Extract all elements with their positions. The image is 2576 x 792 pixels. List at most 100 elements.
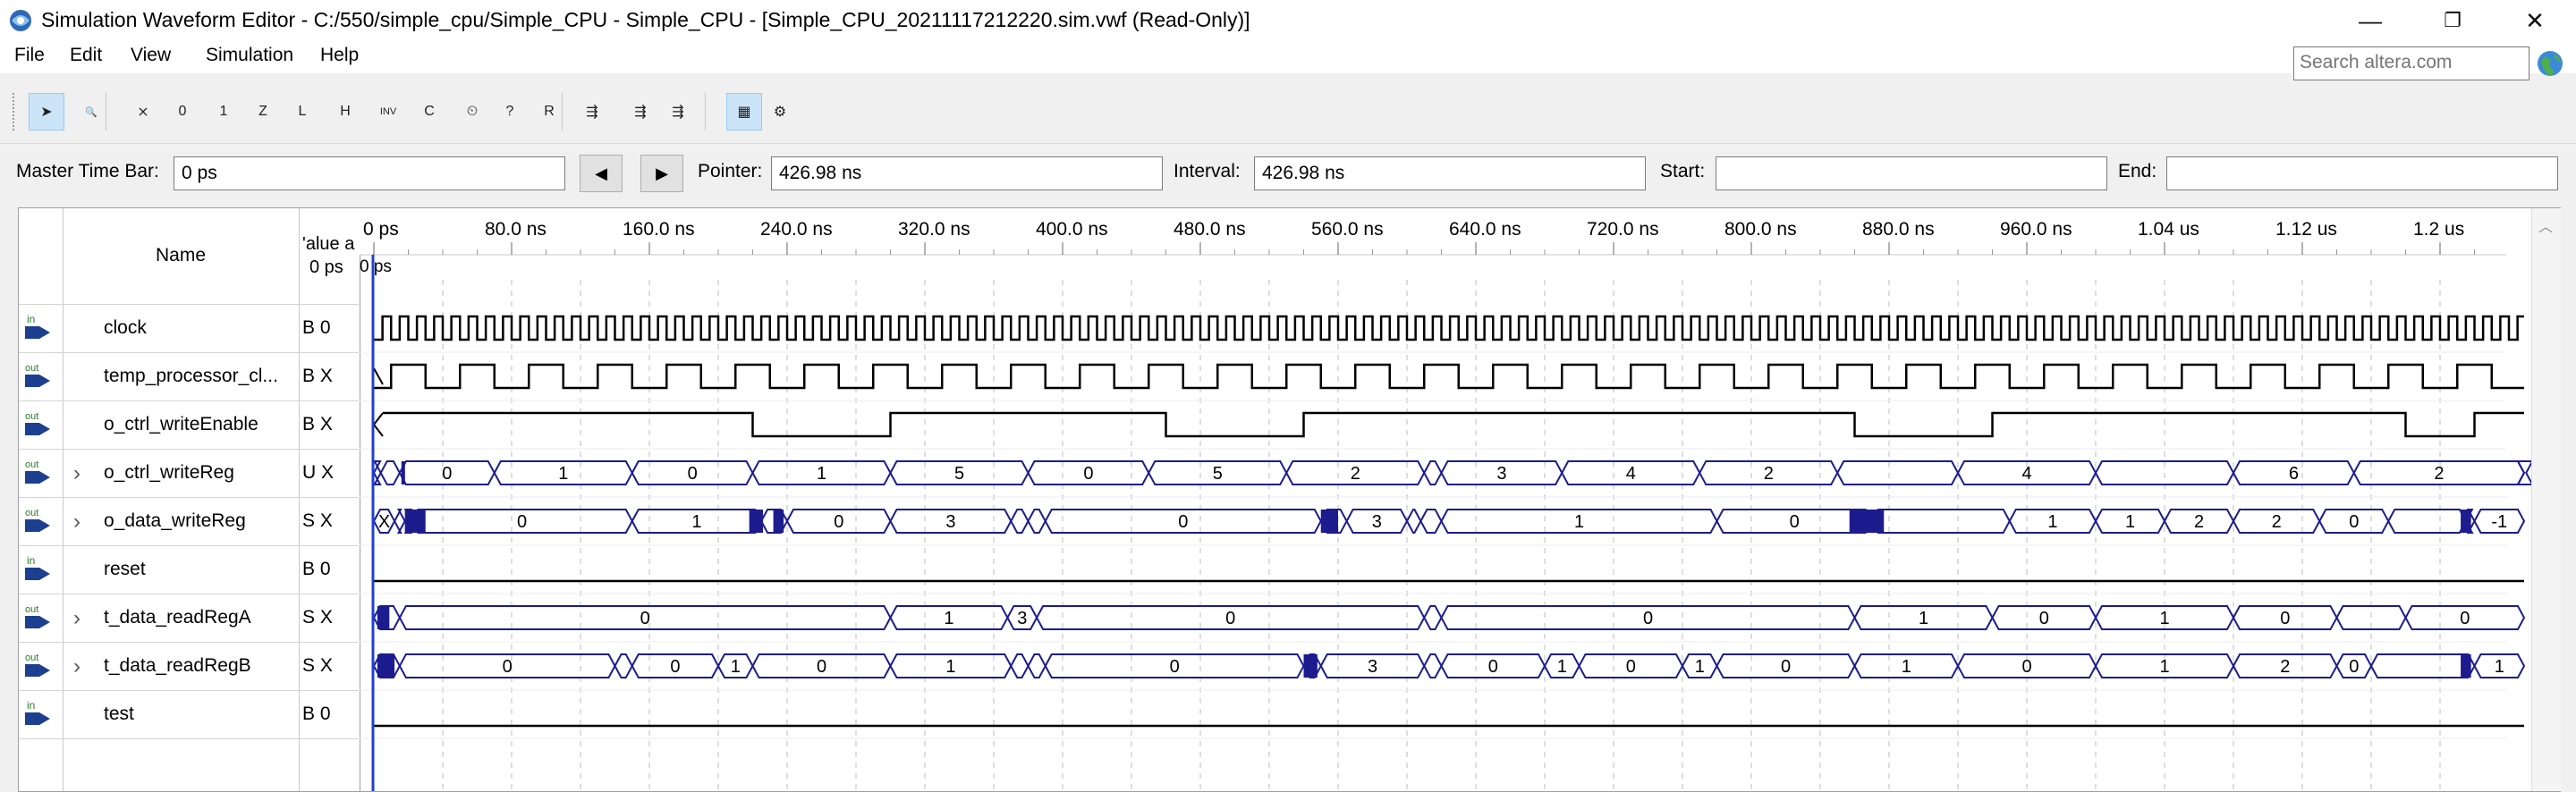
bus-value-label: 3 — [1372, 512, 1382, 532]
time-tick-label: 1.04 us — [2138, 219, 2199, 240]
weak-high-icon[interactable]: H — [340, 104, 351, 119]
output-pin-icon: out — [23, 650, 55, 682]
expand-chevron-icon[interactable]: › — [73, 606, 80, 630]
generate-netlist-icon[interactable]: ⇶ — [672, 105, 684, 120]
expand-chevron-icon[interactable]: › — [73, 461, 80, 485]
maximize-button[interactable]: ❐ — [2444, 9, 2462, 31]
high-impedance-icon[interactable]: Z — [258, 104, 267, 119]
menu-simulation[interactable]: Simulation — [206, 45, 294, 65]
bus-value-label: 0 — [2460, 609, 2470, 628]
end-label: End: — [2118, 161, 2157, 181]
row-divider — [19, 400, 359, 401]
vertical-scrollbar[interactable] — [2531, 208, 2561, 791]
end-field[interactable] — [2166, 156, 2558, 190]
close-button[interactable]: ✕ — [2525, 6, 2545, 34]
bus-value-label: -1 — [2491, 512, 2507, 532]
count-value-icon[interactable]: C — [424, 104, 435, 119]
random-values-icon[interactable]: ? — [505, 104, 514, 119]
expand-chevron-icon[interactable]: › — [73, 510, 80, 534]
bus-glitch-block — [2461, 510, 2471, 533]
uninitialized-icon[interactable]: ⨯ — [137, 105, 149, 120]
scroll-up-icon[interactable]: ︿ — [2538, 220, 2554, 235]
signal-name[interactable]: o_ctrl_writeReg — [104, 462, 234, 483]
bus-segment — [614, 653, 633, 678]
bus-value-label: 0 — [1488, 657, 1498, 677]
settings-grid-icon[interactable]: ⚙ — [773, 105, 787, 120]
menu-view[interactable]: View — [131, 45, 172, 65]
start-label: Start: — [1660, 161, 1706, 181]
input-pin-icon: in — [23, 553, 55, 586]
run-functional-icon[interactable]: ⇶ — [586, 105, 598, 120]
signal-name[interactable]: reset — [104, 559, 146, 579]
bus-value-label: 3 — [945, 512, 955, 532]
row-divider — [19, 449, 359, 450]
pointer-label: Pointer: — [698, 161, 763, 181]
invert-icon[interactable]: INV — [379, 106, 397, 117]
menu-help[interactable]: Help — [320, 45, 360, 65]
row-divider — [19, 545, 359, 546]
toolbar-separator — [705, 93, 708, 131]
signal-name[interactable]: o_data_writeReg — [104, 510, 246, 531]
value-column-header[interactable]: 'alue a — [302, 234, 355, 254]
menu-edit[interactable]: Edit — [70, 45, 103, 65]
expand-chevron-icon[interactable]: › — [73, 654, 80, 678]
snap-to-grid-icon[interactable]: ▦ — [726, 93, 762, 131]
svg-text:out: out — [25, 508, 38, 518]
bus-segment — [1027, 509, 1046, 534]
arbitrary-value-icon[interactable]: R — [544, 104, 555, 119]
previous-transition-button[interactable]: ◀ — [580, 155, 623, 192]
bus-glitch-block — [1320, 510, 1338, 533]
bus-value-label: 2 — [1351, 464, 1360, 484]
next-transition-button[interactable]: ▶ — [640, 155, 683, 192]
output-pin-icon: out — [23, 409, 55, 441]
signal-name[interactable]: temp_processor_cl... — [104, 366, 278, 386]
signal-name[interactable]: test — [104, 704, 134, 724]
signal-name[interactable]: t_data_readRegA — [104, 607, 251, 628]
zoom-tool-icon[interactable]: 🔍 — [85, 106, 97, 118]
signal-value: B X — [302, 414, 333, 434]
bus-glitch-block — [773, 510, 784, 533]
bus-value-label: 0 — [2349, 512, 2359, 532]
signal-name[interactable]: o_ctrl_writeEnable — [104, 414, 258, 434]
toolbar-separator — [562, 93, 564, 131]
bus-value-label: 0 — [503, 657, 513, 677]
interval-field[interactable]: 426.98 ns — [1254, 156, 1646, 190]
master-time-bar-field[interactable]: 0 ps — [174, 156, 565, 190]
cursor-time-label: 0 ps — [360, 257, 392, 276]
overwrite-clock-icon[interactable]: ⏲ — [466, 104, 479, 119]
svg-text:out: out — [25, 363, 38, 374]
signal-value: B X — [302, 366, 333, 386]
bus-value-label: 0 — [2039, 609, 2049, 628]
bus-value-label: 1 — [945, 657, 955, 677]
column-divider-name-value — [299, 208, 300, 791]
time-tick-label: 480.0 ns — [1174, 219, 1246, 240]
bus-value-label: 5 — [954, 464, 964, 484]
waveform-area[interactable]: 0 ps 80.0 ns 160.0 ns 240.0 ns 320.0 ns 400.0… — [360, 208, 2542, 791]
signal-name[interactable]: clock — [104, 317, 147, 338]
signal-waveform — [374, 315, 2524, 341]
signal-value: S X — [302, 655, 333, 676]
search-input[interactable] — [2294, 47, 2529, 78]
menu-file[interactable]: File — [14, 45, 45, 65]
minimize-button[interactable]: — — [2359, 6, 2382, 34]
time-tick-label: 880.0 ns — [1862, 219, 1935, 240]
name-column-header[interactable]: Name — [156, 245, 207, 265]
bus-value-label: 0 — [2280, 609, 2290, 628]
waveform-panel — [18, 207, 2561, 792]
force-high-icon[interactable]: 1 — [219, 104, 228, 119]
bus-value-label: 1 — [1695, 657, 1705, 677]
force-low-icon[interactable]: 0 — [178, 104, 187, 119]
bus-segment — [1870, 509, 2011, 534]
bus-value-label: 0 — [834, 512, 843, 532]
selection-tool-icon[interactable]: ➤ — [29, 93, 64, 131]
weak-low-icon[interactable]: L — [298, 104, 307, 119]
signal-waveform — [374, 363, 2524, 390]
pointer-field[interactable]: 426.98 ns — [771, 156, 1163, 190]
signal-name[interactable]: t_data_readRegB — [104, 655, 251, 676]
globe-icon[interactable] — [2535, 48, 2565, 79]
signal-value: S X — [302, 607, 333, 628]
svg-text:in: in — [27, 554, 35, 567]
run-timing-icon[interactable]: ⇶ — [634, 105, 647, 120]
time-tick-label: 320.0 ns — [898, 219, 970, 240]
start-field[interactable] — [1716, 156, 2107, 190]
